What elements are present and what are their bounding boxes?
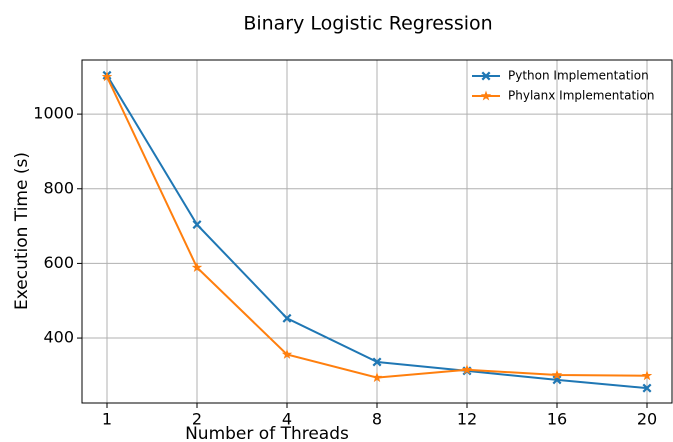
point-marker [281, 348, 293, 359]
point-marker [191, 262, 203, 272]
point-marker [551, 369, 563, 380]
y-tick-label: 400 [43, 328, 74, 347]
point-marker [372, 357, 382, 367]
plot-frame [81, 59, 673, 404]
x-tick-label: 12 [457, 410, 477, 429]
legend-label: Phylanx Implementation [508, 89, 654, 103]
y-tick-label: 1000 [33, 104, 74, 123]
point-marker [282, 313, 292, 323]
x-axis-label: Number of Threads [185, 424, 349, 442]
x-tick-label: 4 [282, 410, 292, 429]
point-marker [641, 370, 653, 381]
legend-label: Python Implementation [508, 69, 649, 83]
x-tick-label: 2 [192, 410, 202, 429]
x-tick-label: 16 [547, 410, 567, 429]
point-marker [461, 364, 473, 375]
x-tick-label: 1 [102, 410, 112, 429]
chart-title: Binary Logistic Regression [243, 13, 492, 35]
point-marker [192, 220, 202, 230]
point-marker [642, 383, 652, 393]
y-axis-label: Execution Time (s) [12, 152, 32, 310]
point-marker [371, 372, 383, 383]
y-tick-label: 800 [43, 178, 74, 197]
y-tick-label: 600 [43, 253, 74, 272]
x-tick-label: 20 [637, 410, 657, 429]
x-tick-label: 8 [372, 410, 382, 429]
legend-marker [481, 71, 491, 81]
legend-marker [480, 90, 492, 101]
point-marker [101, 71, 113, 82]
